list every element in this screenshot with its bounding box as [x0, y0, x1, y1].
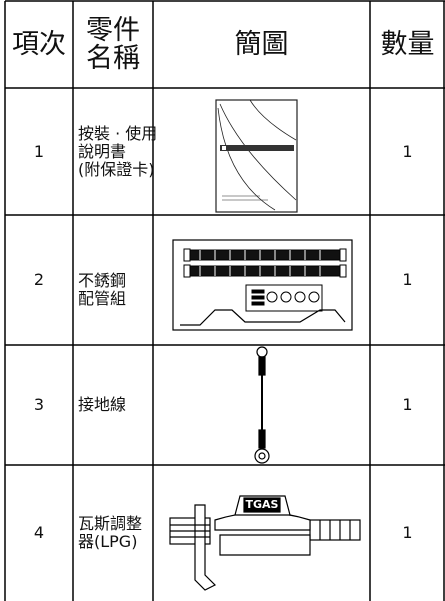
- item-number: 3: [33, 395, 45, 414]
- quantity-cell: 1: [370, 88, 445, 215]
- header-text: 項次: [12, 28, 66, 60]
- text-line: 按裝 · 使用: [78, 123, 158, 143]
- item-cell: 1: [5, 88, 73, 215]
- ground-wire-illustration: [254, 346, 270, 464]
- part-name: 不銹鋼 配管組: [78, 272, 126, 308]
- header-text: 簡圖: [234, 28, 289, 60]
- quantity-cell: 1: [370, 345, 445, 465]
- text-line: 不銹鋼: [78, 271, 127, 290]
- text-line: (附保證卡): [78, 159, 155, 179]
- quantity-cell: 1: [370, 215, 445, 345]
- text-line: 瓦斯調整: [78, 514, 143, 533]
- quantity: 1: [402, 523, 413, 542]
- header-cell: 零件 名稱: [73, 1, 153, 88]
- text-line: 名稱: [86, 42, 140, 74]
- text-line: 說明書: [78, 141, 127, 161]
- item-number: 4: [33, 523, 45, 542]
- quantity: 1: [402, 141, 413, 161]
- text-line: 配管組: [78, 289, 127, 308]
- text-line: 器(LPG): [78, 532, 138, 551]
- part-name: 瓦斯調整 器(LPG): [78, 515, 142, 551]
- quantity: 1: [402, 270, 413, 289]
- item-number: 2: [33, 270, 45, 289]
- header-text: 數量: [380, 28, 435, 60]
- regulator-illustration: TGAS: [169, 495, 361, 591]
- quantity-cell: 1: [370, 465, 445, 601]
- manual-illustration: [215, 99, 298, 213]
- part-name: 按裝 · 使用 說明書 (附保證卡): [78, 123, 158, 179]
- name-cell: 按裝 · 使用 說明書 (附保證卡): [73, 88, 157, 215]
- item-cell: 3: [5, 345, 73, 465]
- brand-label: TGAS: [246, 498, 279, 511]
- item-cell: 2: [5, 215, 73, 345]
- name-cell: 接地線: [73, 345, 153, 465]
- pipe-set-illustration: [172, 239, 353, 331]
- name-cell: 不銹鋼 配管組: [73, 215, 153, 345]
- name-cell: 瓦斯調整 器(LPG): [73, 465, 153, 601]
- item-cell: 4: [5, 465, 73, 601]
- quantity: 1: [402, 395, 413, 414]
- header-text: 零件 名稱: [86, 14, 140, 74]
- table-grid: [4, 0, 445, 601]
- header-cell: 數量: [370, 1, 445, 88]
- item-number: 1: [33, 141, 45, 161]
- text-line: 零件: [86, 14, 140, 46]
- part-name: 接地線: [78, 396, 126, 414]
- text-line: 接地線: [78, 395, 127, 414]
- header-cell: 簡圖: [153, 1, 370, 88]
- header-cell: 項次: [5, 1, 73, 88]
